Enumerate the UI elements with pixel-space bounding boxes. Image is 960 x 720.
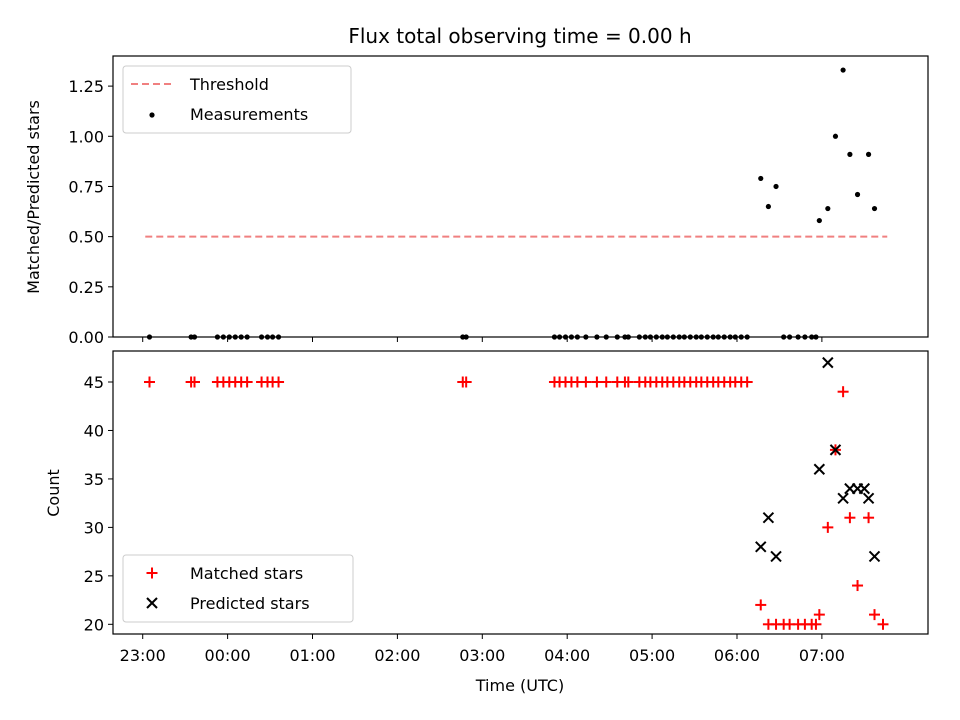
legend-predicted-label: Predicted stars bbox=[190, 594, 310, 613]
bottom-y-tick-label: 35 bbox=[84, 470, 104, 489]
bottom-y-ticks: 20 25 30 35 40 45 bbox=[84, 373, 113, 634]
x-tick-label: 04:00 bbox=[544, 646, 590, 665]
matched-star-point bbox=[460, 376, 472, 388]
top-y-axis-label: Matched/Predicted stars bbox=[24, 100, 43, 294]
bottom-axes: 20 25 30 35 40 45 23:00 00:00 01:00 02:00 03:00 04… bbox=[44, 350, 929, 695]
predicted-star-point bbox=[770, 550, 782, 563]
top-y-tick-label: 0.50 bbox=[68, 228, 104, 247]
matched-star-point bbox=[863, 512, 875, 524]
bottom-axes-frame bbox=[112, 350, 929, 635]
matched-star-point bbox=[622, 376, 634, 388]
x-tick-label: 01:00 bbox=[289, 646, 335, 665]
measurement-point bbox=[840, 67, 846, 73]
measurement-point bbox=[854, 191, 861, 198]
predicted-star-point bbox=[837, 492, 849, 505]
top-y-tick-label: 1.25 bbox=[68, 77, 104, 96]
legend-matched-swatch bbox=[146, 567, 158, 579]
measurement-point bbox=[773, 183, 779, 190]
predicted-star-point bbox=[822, 356, 834, 369]
bottom-y-axis-label: Count bbox=[44, 469, 63, 517]
legend-measurements-label: Measurements bbox=[190, 105, 308, 124]
top-y-tick-label: 0.00 bbox=[68, 328, 104, 347]
x-tick-label: 02:00 bbox=[374, 646, 420, 665]
matched-star-point bbox=[755, 599, 767, 611]
top-axes-frame bbox=[112, 55, 929, 338]
matched-star-point bbox=[810, 618, 822, 630]
predicted-star-point bbox=[755, 541, 767, 553]
bottom-y-tick-label: 45 bbox=[84, 373, 104, 392]
top-axes: 0.00 0.25 0.50 0.75 1.00 1.25 Matched/Predict… bbox=[24, 55, 929, 347]
legend-matched-marker bbox=[146, 567, 158, 579]
matched-star-point bbox=[600, 376, 612, 388]
matched-star-point bbox=[580, 376, 592, 388]
measurement-point bbox=[758, 175, 764, 182]
matched-star-point bbox=[591, 376, 603, 388]
measurement-point bbox=[816, 217, 822, 224]
legend-matched-label: Matched stars bbox=[190, 564, 303, 583]
legend-measurements-swatch bbox=[149, 112, 155, 118]
matched-star-point bbox=[741, 376, 753, 388]
bottom-y-tick-label: 30 bbox=[84, 518, 104, 537]
top-legend-box bbox=[122, 65, 352, 134]
legend-predicted-marker bbox=[146, 597, 158, 609]
top-plot-area bbox=[145, 67, 888, 340]
measurement-point bbox=[765, 203, 771, 210]
measurement-point bbox=[871, 205, 878, 212]
x-tick-label: 03:00 bbox=[459, 646, 505, 665]
predicted-star-point bbox=[813, 463, 826, 475]
bottom-x-ticks: 23:00 00:00 01:00 02:00 03:00 04:00 05:00 06:00… bbox=[120, 634, 845, 665]
matched-star-point bbox=[813, 609, 825, 621]
bottom-plot-area bbox=[144, 356, 889, 630]
x-tick-label: 05:00 bbox=[629, 646, 675, 665]
bottom-legend-box bbox=[122, 554, 354, 623]
predicted-star-point bbox=[868, 550, 881, 563]
bottom-y-tick-label: 20 bbox=[84, 615, 104, 634]
matched-star-point bbox=[837, 386, 849, 398]
top-y-tick-label: 0.75 bbox=[68, 177, 104, 196]
top-legend: Threshold Measurements bbox=[122, 65, 352, 134]
top-y-tick-label: 1.00 bbox=[68, 127, 104, 146]
x-tick-label: 06:00 bbox=[714, 646, 760, 665]
top-y-ticks: 0.00 0.25 0.50 0.75 1.00 1.25 bbox=[68, 77, 113, 347]
predicted-star-point bbox=[762, 511, 775, 524]
legend-predicted-swatch bbox=[146, 597, 158, 609]
measurement-point bbox=[832, 133, 839, 139]
matched-star-point bbox=[241, 376, 253, 388]
matched-star-point bbox=[822, 521, 834, 533]
matched-star-point bbox=[144, 376, 156, 388]
x-tick-label: 00:00 bbox=[205, 646, 251, 665]
matched-star-point bbox=[869, 609, 881, 621]
bottom-y-tick-label: 25 bbox=[84, 567, 104, 586]
bottom-legend: Matched stars Predicted stars bbox=[122, 554, 354, 623]
matched-star-point bbox=[273, 376, 285, 388]
matched-star-point bbox=[877, 618, 889, 630]
chart-title: Flux total observing time = 0.00 h bbox=[348, 24, 691, 48]
measurement-point bbox=[847, 151, 853, 157]
bottom-y-tick-label: 40 bbox=[84, 421, 104, 440]
matched-star-point bbox=[852, 580, 864, 592]
predicted-star-point bbox=[858, 482, 871, 495]
measurement-point bbox=[865, 151, 872, 157]
matched-star-point bbox=[844, 512, 856, 524]
legend-threshold-label: Threshold bbox=[189, 75, 269, 94]
measurement-point bbox=[825, 205, 831, 212]
x-tick-label: 07:00 bbox=[799, 646, 845, 665]
x-tick-label: 23:00 bbox=[120, 646, 166, 665]
predicted-star-point bbox=[829, 444, 842, 456]
predicted-star-point bbox=[862, 492, 875, 505]
top-y-tick-label: 0.25 bbox=[68, 278, 104, 297]
x-axis-label: Time (UTC) bbox=[475, 676, 564, 695]
matched-star-point bbox=[189, 376, 200, 388]
